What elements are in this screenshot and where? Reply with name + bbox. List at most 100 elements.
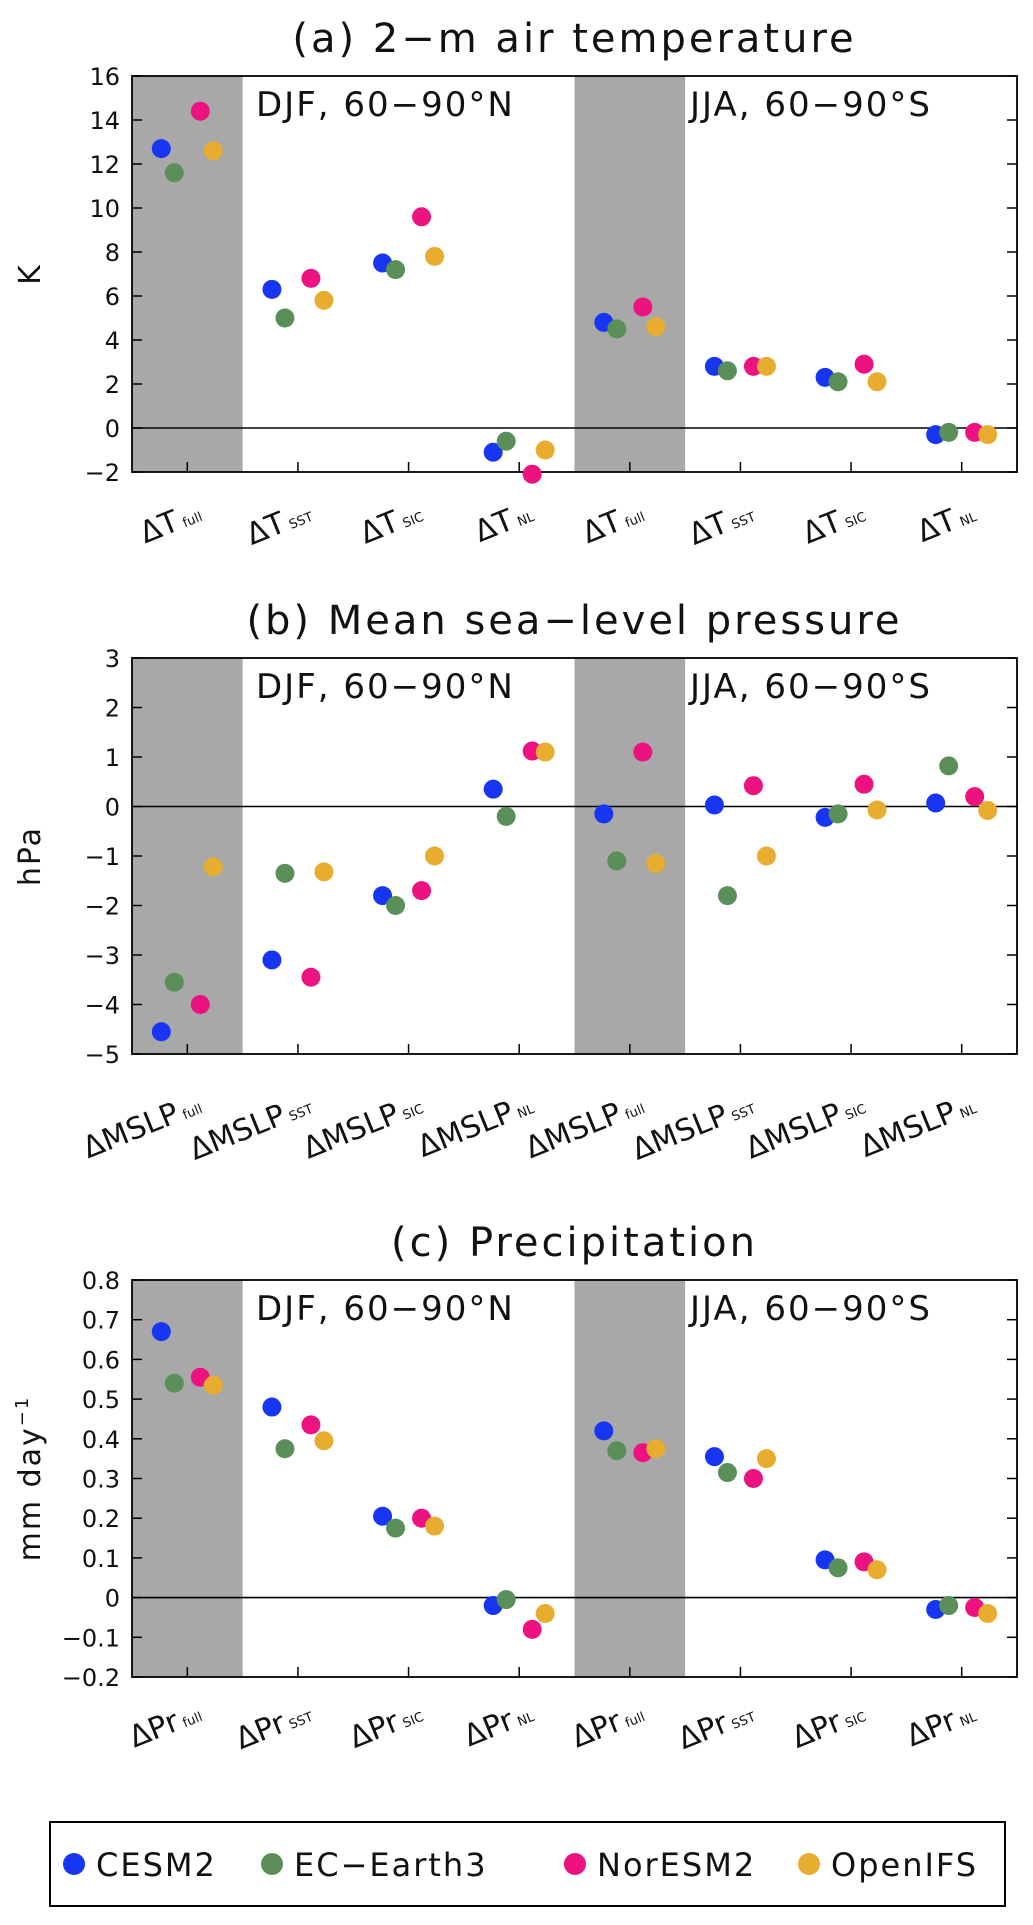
data-point-cesm2 <box>704 795 724 815</box>
x-category-sub: full <box>623 1102 647 1123</box>
y-axis-label: hPa <box>13 826 48 886</box>
data-point-noresm2 <box>854 354 874 374</box>
x-category-sub: SST <box>730 1102 758 1125</box>
data-point-cesm2 <box>704 1447 724 1467</box>
x-category-sub: SIC <box>401 1102 426 1124</box>
data-point-noresm2 <box>743 776 763 796</box>
x-category-main: ΔMSLP <box>413 1095 519 1165</box>
data-point-openifs <box>535 1603 555 1623</box>
x-category-label: ΔTfull <box>577 495 648 551</box>
data-point-ec-earth3 <box>607 851 627 871</box>
chart-title: (a) 2−m air temperature <box>292 16 856 62</box>
x-category-sub: SIC <box>843 1102 868 1124</box>
data-point-noresm2 <box>301 1415 321 1435</box>
data-point-openifs <box>978 800 998 820</box>
x-category-label: ΔTSST <box>684 495 760 553</box>
y-tick-label: 0.1 <box>82 1545 120 1573</box>
legend-label-noresm2: NorESM2 <box>597 1846 756 1884</box>
y-axis-label-text: hPa <box>13 826 48 886</box>
data-point-openifs <box>867 800 887 820</box>
legend-label-cesm2: CESM2 <box>96 1846 217 1884</box>
shaded-band <box>574 658 686 1054</box>
x-category-label: ΔMSLPNL <box>413 1087 539 1165</box>
y-axis-label: mm day−1 <box>12 1396 48 1562</box>
x-category-label: ΔPrSIC <box>344 1695 427 1756</box>
y-tick-label: 2 <box>105 695 120 723</box>
x-category-label: ΔTSIC <box>798 495 870 551</box>
data-point-cesm2 <box>373 1506 393 1526</box>
x-category-main: ΔPr <box>124 1704 184 1756</box>
y-tick-label: −2 <box>85 459 120 487</box>
y-tick-label: 0.2 <box>82 1505 120 1533</box>
x-category-label: ΔMSLPSIC <box>741 1087 870 1166</box>
data-point-ec-earth3 <box>496 1590 516 1610</box>
x-category-label: ΔMSLPSST <box>184 1087 317 1168</box>
y-axis-label-text: K <box>13 263 48 285</box>
shaded-band <box>574 76 686 472</box>
data-point-openifs <box>425 1516 445 1536</box>
data-point-cesm2 <box>483 779 503 799</box>
data-point-openifs <box>535 440 555 460</box>
y-tick-label: 10 <box>89 195 120 223</box>
x-category-main: ΔPr <box>344 1704 404 1756</box>
y-tick-label: 0.5 <box>82 1386 120 1414</box>
x-category-main: ΔT <box>912 503 962 550</box>
x-category-label: ΔMSLPfull <box>78 1087 206 1166</box>
x-category-main: ΔT <box>798 504 848 551</box>
data-point-noresm2 <box>633 297 653 317</box>
legend-label-openifs: OpenIFS <box>831 1846 978 1884</box>
data-point-openifs <box>978 425 998 445</box>
data-point-openifs <box>203 857 223 877</box>
y-tick-label: 0.6 <box>82 1346 120 1374</box>
x-category-label: ΔPrNL <box>901 1695 981 1754</box>
x-category-label: ΔMSLPNL <box>855 1087 981 1165</box>
data-point-openifs <box>203 1375 223 1395</box>
data-point-noresm2 <box>965 787 985 807</box>
x-category-label: ΔTSIC <box>355 495 427 551</box>
y-tick-label: 8 <box>105 239 120 267</box>
x-category-sub: full <box>181 1102 205 1123</box>
y-tick-label: 12 <box>89 151 120 179</box>
x-category-main: ΔPr <box>459 1703 519 1755</box>
region-label-djf: DJF, 60−90°N <box>256 85 515 125</box>
region-label-djf: DJF, 60−90°N <box>256 1289 515 1329</box>
x-category-main: ΔPr <box>673 1705 733 1757</box>
data-point-noresm2 <box>522 464 542 484</box>
data-point-noresm2 <box>412 207 432 227</box>
x-category-label: ΔPrfull <box>124 1695 206 1755</box>
data-point-openifs <box>867 372 887 392</box>
data-point-noresm2 <box>743 356 763 376</box>
data-point-openifs <box>867 1560 887 1580</box>
shaded-band <box>132 1280 243 1677</box>
data-point-noresm2 <box>633 742 653 762</box>
shaded-band <box>132 658 243 1054</box>
x-category-main: ΔPr <box>787 1704 847 1756</box>
x-category-label: ΔMSLPSIC <box>298 1087 427 1166</box>
x-category-main: ΔT <box>135 504 185 551</box>
chart-panel-3: −0.2 −0.1 0 0.1 0.2 0.3 0.4 0.5 0.6 0.7 0.8 (c) Pre… <box>12 1220 1018 1757</box>
x-category-sub: SST <box>730 1710 758 1733</box>
data-point-ec-earth3 <box>496 806 516 826</box>
x-category-label: ΔMSLPfull <box>520 1087 648 1166</box>
x-category-main: ΔMSLP <box>78 1096 184 1166</box>
data-point-cesm2 <box>483 442 503 462</box>
data-point-openifs <box>646 317 666 337</box>
y-tick-label: 1 <box>105 744 120 772</box>
x-category-sub: SIC <box>843 1710 868 1732</box>
chart-title: (c) Precipitation <box>391 1220 758 1266</box>
x-category-label: ΔPrSIC <box>787 1695 870 1756</box>
x-category-sub: NL <box>515 510 537 531</box>
y-tick-label: 4 <box>105 327 120 355</box>
data-point-openifs <box>978 1603 998 1623</box>
y-tick-label: 0.4 <box>82 1426 120 1454</box>
data-point-cesm2 <box>926 793 946 813</box>
x-category-label: ΔPrNL <box>459 1695 539 1754</box>
data-point-cesm2 <box>594 804 614 824</box>
x-category-main: ΔMSLP <box>855 1095 961 1165</box>
data-point-ec-earth3 <box>717 361 737 381</box>
x-category-label: ΔPrfull <box>567 1695 649 1755</box>
legend-marker-ec-earth3 <box>261 1853 283 1875</box>
data-point-openifs <box>756 1449 776 1469</box>
data-point-ec-earth3 <box>939 422 959 442</box>
data-point-noresm2 <box>301 967 321 987</box>
